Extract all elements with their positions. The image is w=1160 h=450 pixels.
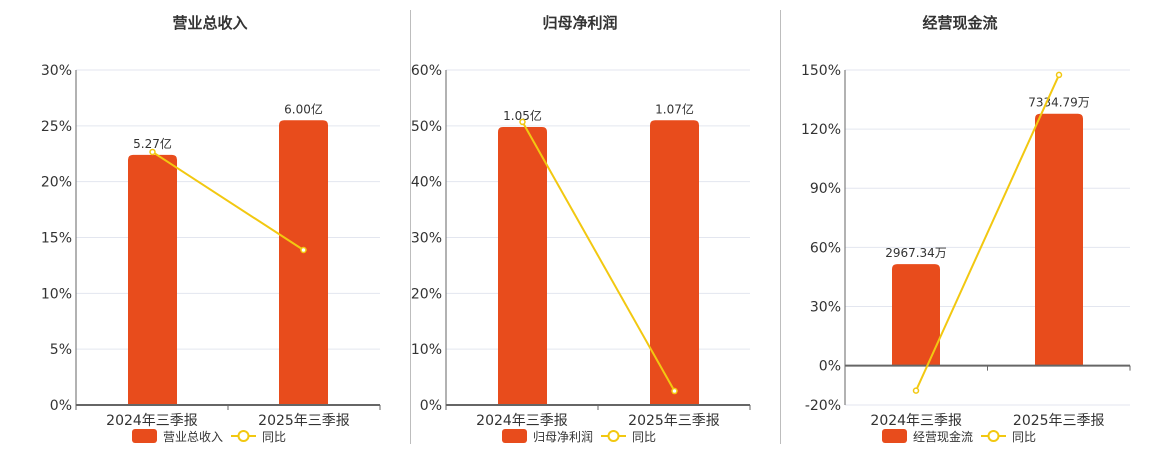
y-tick-label: 60% bbox=[810, 240, 841, 256]
legend-line-marker bbox=[607, 430, 620, 442]
chart-title: 归母净利润 bbox=[542, 14, 617, 32]
legend-line-label[interactable]: 同比 bbox=[632, 430, 656, 444]
x-tick-label: 2024年三季报 bbox=[476, 413, 568, 429]
y-tick-label: 30% bbox=[810, 299, 841, 315]
bar[interactable] bbox=[892, 264, 940, 366]
y-tick-label: 90% bbox=[810, 181, 841, 197]
yoy-point[interactable] bbox=[300, 246, 307, 254]
bar[interactable] bbox=[650, 120, 699, 405]
yoy-point[interactable] bbox=[149, 148, 156, 156]
bar-value-label: 5.27亿 bbox=[133, 136, 172, 151]
x-tick-label: 2025年三季报 bbox=[258, 413, 350, 429]
legend-bar-swatch[interactable] bbox=[132, 429, 157, 443]
legend-bar-label[interactable]: 经营现金流 bbox=[913, 429, 973, 444]
chart-title: 营业总收入 bbox=[172, 14, 247, 32]
legend-line-label[interactable]: 同比 bbox=[262, 430, 286, 444]
legend-bar-label[interactable]: 归母净利润 bbox=[533, 430, 593, 444]
legend-bar-swatch[interactable] bbox=[882, 429, 907, 443]
y-tick-label: 120% bbox=[801, 122, 841, 138]
legend-bar-swatch[interactable] bbox=[502, 429, 527, 443]
bar-value-label: 1.05亿 bbox=[503, 108, 542, 123]
x-tick-label: 2025年三季报 bbox=[628, 413, 720, 429]
legend-line-marker bbox=[987, 430, 1000, 442]
y-tick-label: 40% bbox=[411, 175, 442, 191]
yoy-point[interactable] bbox=[1055, 71, 1063, 79]
yoy-point[interactable] bbox=[912, 387, 920, 394]
divider bbox=[780, 10, 781, 444]
y-tick-label: 0% bbox=[819, 359, 841, 375]
y-tick-label: 20% bbox=[41, 175, 72, 191]
y-tick-label: 0% bbox=[420, 398, 442, 414]
bar[interactable] bbox=[128, 154, 177, 405]
y-tick-label: 20% bbox=[411, 286, 442, 302]
y-tick-label: 30% bbox=[41, 63, 72, 79]
y-tick-label: 50% bbox=[411, 119, 442, 135]
x-tick-label: 2024年三季报 bbox=[870, 413, 962, 429]
divider bbox=[410, 10, 411, 444]
bar-value-label: 1.07亿 bbox=[655, 101, 694, 116]
bar[interactable] bbox=[1035, 113, 1083, 366]
y-tick-label: 60% bbox=[411, 63, 442, 79]
legend-line-marker bbox=[237, 430, 250, 442]
y-tick-label: 25% bbox=[41, 119, 72, 135]
y-tick-label: 0% bbox=[50, 398, 72, 414]
x-tick-label: 2025年三季报 bbox=[1013, 413, 1105, 429]
yoy-line bbox=[521, 121, 676, 392]
y-tick-label: 15% bbox=[41, 231, 72, 247]
y-tick-label: 5% bbox=[50, 342, 72, 358]
bar[interactable] bbox=[498, 126, 547, 405]
bar-value-label: 6.00亿 bbox=[284, 101, 323, 116]
yoy-point[interactable] bbox=[671, 387, 678, 395]
y-tick-label: 10% bbox=[41, 286, 72, 302]
y-tick-label: 150% bbox=[801, 63, 841, 79]
bar[interactable] bbox=[279, 120, 328, 405]
y-tick-label: -20% bbox=[805, 398, 841, 414]
legend-bar-label[interactable]: 营业总收入 bbox=[163, 430, 223, 444]
yoy-line bbox=[915, 74, 1060, 392]
yoy-line bbox=[151, 151, 305, 251]
bar-value-label: 7334.79万 bbox=[1028, 96, 1090, 110]
yoy-point[interactable] bbox=[519, 118, 526, 126]
x-tick-label: 2024年三季报 bbox=[106, 413, 198, 429]
chart-title: 经营现金流 bbox=[922, 14, 997, 32]
y-tick-label: 10% bbox=[411, 342, 442, 358]
bar-value-label: 2967.34万 bbox=[885, 246, 947, 260]
y-tick-label: 30% bbox=[411, 231, 442, 247]
legend-line-label[interactable]: 同比 bbox=[1012, 430, 1036, 444]
